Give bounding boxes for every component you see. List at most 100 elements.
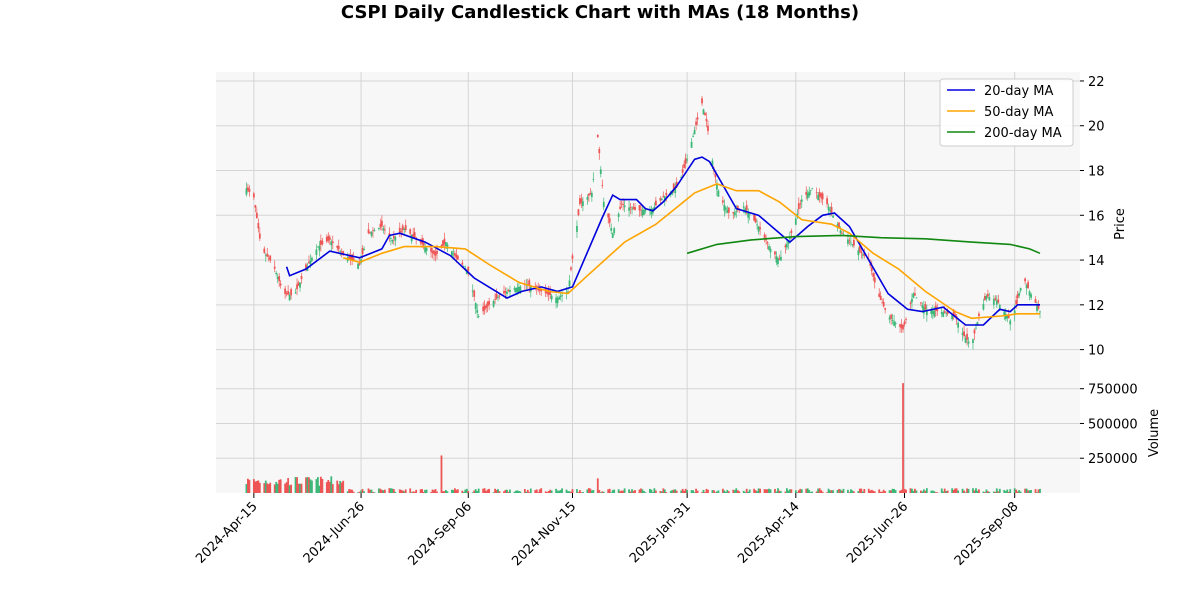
candle-body bbox=[576, 225, 578, 232]
candle-body bbox=[590, 192, 593, 198]
volume-bar bbox=[775, 491, 778, 493]
candle-body bbox=[829, 209, 831, 212]
candle-body bbox=[453, 253, 456, 256]
volume-bar bbox=[473, 490, 476, 493]
candle-body bbox=[638, 205, 641, 211]
candle-body bbox=[596, 134, 599, 137]
candle-body bbox=[284, 288, 287, 294]
volume-bar bbox=[337, 484, 340, 493]
candle-body bbox=[745, 205, 748, 211]
candle-body bbox=[994, 298, 997, 300]
candle-body bbox=[1013, 310, 1016, 315]
candle-body bbox=[252, 193, 255, 198]
candle-body bbox=[690, 141, 693, 148]
volume-bar bbox=[733, 490, 736, 493]
candle-body bbox=[1025, 284, 1028, 289]
candle-body bbox=[258, 233, 261, 239]
candle-body bbox=[847, 239, 849, 244]
volume-bar bbox=[410, 492, 413, 493]
volume-bar bbox=[640, 488, 642, 493]
volume-bar bbox=[957, 490, 960, 493]
volume-bar bbox=[540, 488, 543, 493]
candle-body bbox=[404, 225, 407, 230]
volume-bar bbox=[596, 478, 599, 493]
candle-body bbox=[547, 289, 550, 295]
candle-body bbox=[494, 298, 496, 300]
candle-body bbox=[1019, 288, 1022, 291]
candle-body bbox=[477, 316, 480, 317]
candle-body bbox=[495, 293, 498, 299]
volume-bar bbox=[912, 490, 915, 493]
candle-body bbox=[255, 212, 258, 218]
candle-body bbox=[1027, 282, 1029, 289]
volume-bar bbox=[690, 490, 693, 493]
volume-bar bbox=[1016, 491, 1019, 493]
volume-bar bbox=[735, 488, 738, 493]
candle-body bbox=[727, 207, 730, 213]
volume-bar bbox=[954, 488, 957, 493]
volume-bar bbox=[392, 489, 395, 493]
candle-body bbox=[808, 191, 811, 196]
volume-bar bbox=[349, 489, 352, 493]
volume-bar bbox=[925, 488, 928, 493]
volume-bar bbox=[404, 489, 407, 493]
candle-body bbox=[716, 183, 718, 190]
volume-bar bbox=[829, 490, 831, 493]
volume-bar bbox=[986, 491, 989, 493]
volume-bar bbox=[867, 488, 870, 493]
volume-bar bbox=[1025, 488, 1028, 493]
candle-body bbox=[620, 203, 623, 205]
volume-bar bbox=[1037, 489, 1040, 493]
candle-body bbox=[998, 304, 1001, 309]
candle-body bbox=[558, 297, 560, 300]
price-tick-label: 10 bbox=[1088, 344, 1105, 359]
candle-body bbox=[860, 251, 863, 254]
volume-bar bbox=[465, 488, 468, 493]
volume-bar bbox=[707, 489, 709, 493]
volume-bar bbox=[494, 488, 496, 493]
volume-bar bbox=[850, 489, 852, 493]
volume-bar bbox=[785, 488, 788, 493]
candle-body bbox=[788, 237, 791, 240]
volume-bar bbox=[610, 492, 613, 493]
candle-body bbox=[412, 234, 415, 237]
volume-bar bbox=[1003, 489, 1006, 493]
candle-body bbox=[832, 215, 834, 218]
candle-body bbox=[701, 98, 703, 104]
volume-bar bbox=[373, 492, 376, 493]
candle-body bbox=[403, 228, 406, 231]
candle-body bbox=[784, 245, 787, 248]
candle-body bbox=[894, 322, 897, 325]
candle-body bbox=[663, 196, 666, 202]
volume-bar bbox=[476, 490, 479, 493]
volume-bar bbox=[955, 488, 958, 493]
volume-bar bbox=[266, 483, 269, 493]
candle-body bbox=[707, 125, 709, 132]
volume-bar bbox=[695, 488, 697, 493]
price-tick-label: 20 bbox=[1088, 120, 1105, 135]
volume-bar bbox=[445, 489, 447, 493]
volume-bar bbox=[967, 488, 970, 493]
candle-body bbox=[456, 255, 459, 260]
price-tick-label: 16 bbox=[1088, 209, 1105, 224]
volume-bar bbox=[516, 490, 519, 493]
volume-bar bbox=[430, 492, 432, 493]
volume-bar bbox=[483, 488, 486, 493]
volume-bar bbox=[992, 491, 995, 493]
volume-bar bbox=[559, 490, 562, 493]
volume-bar bbox=[818, 488, 821, 493]
volume-bar bbox=[934, 492, 937, 493]
volume-bar bbox=[525, 491, 528, 493]
volume-bar bbox=[308, 477, 310, 493]
candle-body bbox=[653, 206, 656, 210]
volume-bar bbox=[659, 491, 662, 493]
volume-bar bbox=[360, 490, 362, 493]
candle-body bbox=[611, 233, 614, 238]
volume-bar bbox=[361, 489, 364, 493]
volume-bar bbox=[672, 489, 675, 493]
volume-bar bbox=[421, 489, 424, 493]
volume-bar bbox=[285, 482, 288, 493]
volume-bar bbox=[306, 477, 309, 493]
candle-body bbox=[327, 235, 330, 241]
